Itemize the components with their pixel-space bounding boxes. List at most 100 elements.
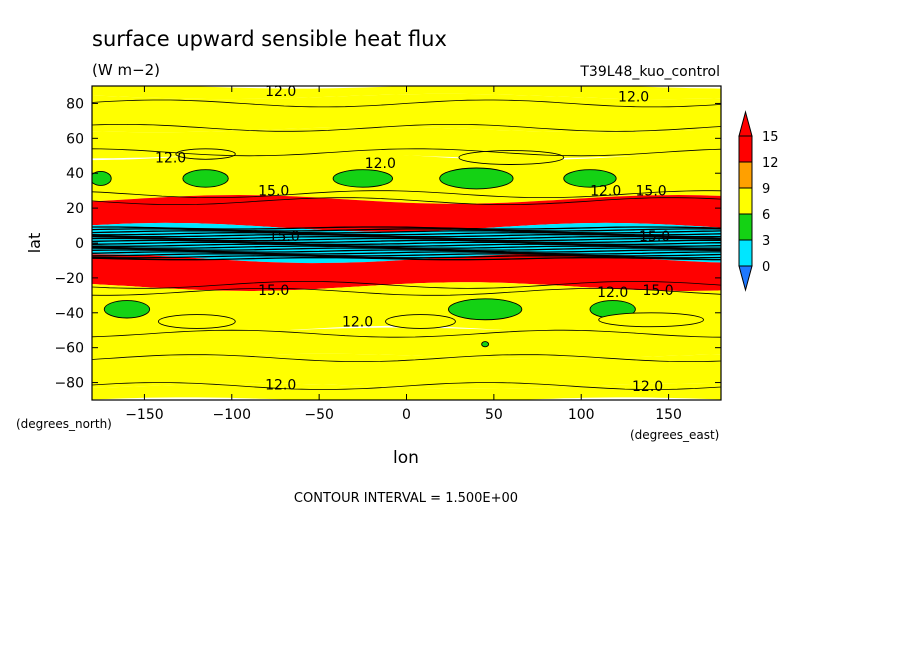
contour-cell bbox=[385, 314, 456, 329]
chart-units: (W m−2) bbox=[92, 61, 160, 79]
equator-contour-line bbox=[92, 245, 721, 249]
zonal-band-2 bbox=[92, 127, 721, 159]
y-tick-label: 0 bbox=[75, 236, 84, 252]
experiment-label: T39L48_kuo_control bbox=[579, 64, 720, 80]
contour-cell bbox=[175, 148, 236, 160]
y-tick-label: 80 bbox=[66, 96, 84, 112]
contour-line bbox=[92, 281, 721, 289]
equator-contour-line bbox=[92, 228, 721, 232]
y-tick-label: −40 bbox=[54, 306, 84, 322]
colorbar-label: 9 bbox=[762, 182, 770, 197]
contour-label: 12.0 bbox=[342, 315, 373, 331]
x-units-label: (degrees_east) bbox=[630, 428, 719, 442]
contour-label: 12.0 bbox=[265, 84, 296, 100]
colorbar-segment bbox=[738, 187, 753, 215]
contour-cell bbox=[481, 341, 490, 348]
equator-contour-line bbox=[92, 237, 721, 242]
y-tick-label: 20 bbox=[66, 201, 84, 217]
x-axis: −150 −100 −50 0 50 100 150 bbox=[125, 86, 682, 423]
colorbar-label: 6 bbox=[762, 208, 770, 223]
contour-cell bbox=[439, 167, 514, 190]
contour-label: 12.0 bbox=[632, 379, 663, 395]
contour-line bbox=[92, 382, 721, 390]
contour-cell bbox=[598, 312, 704, 328]
equator-contour-line bbox=[92, 241, 721, 246]
x-tick-label: −100 bbox=[213, 407, 251, 423]
x-tick-label: 50 bbox=[485, 407, 503, 423]
equator-contour-line bbox=[92, 243, 721, 247]
zonal-band-0 bbox=[92, 86, 721, 100]
contour-cell bbox=[458, 150, 565, 165]
contour-line bbox=[92, 124, 721, 132]
x-tick-label: 150 bbox=[655, 407, 682, 423]
zonal-band-10 bbox=[92, 383, 721, 400]
x-tick-label: 100 bbox=[568, 407, 595, 423]
contour-label: 12.0 bbox=[365, 156, 396, 172]
contour-label: 12.0 bbox=[597, 285, 628, 301]
contour-label: 12.0 bbox=[155, 151, 186, 167]
y-axis-label: lat bbox=[25, 233, 44, 254]
y-tick-label: 60 bbox=[66, 131, 84, 147]
contour-line bbox=[92, 197, 721, 205]
colorbar-segment bbox=[738, 135, 753, 163]
contour-label: 15.0 bbox=[269, 229, 300, 245]
chart-title: surface upward sensible heat flux bbox=[92, 27, 447, 51]
contour-label: 15.0 bbox=[258, 184, 289, 200]
colorbar-label: 15 bbox=[762, 130, 779, 145]
contour-cell bbox=[332, 169, 393, 188]
contour-line bbox=[92, 329, 721, 338]
y-tick-label: −60 bbox=[54, 341, 84, 357]
x-tick-label: −150 bbox=[125, 407, 163, 423]
contour-line bbox=[92, 99, 721, 108]
colorbar-segment bbox=[738, 239, 753, 267]
contour-cell bbox=[182, 169, 229, 188]
x-axis-label: lon bbox=[393, 448, 419, 468]
y-tick-label: −80 bbox=[54, 376, 84, 392]
contour-line bbox=[92, 148, 721, 157]
contour-label: 12.0 bbox=[590, 184, 621, 200]
colorbar-segment bbox=[738, 213, 753, 241]
contour-label: 15.0 bbox=[639, 229, 670, 245]
contour-line bbox=[92, 288, 721, 296]
contour-label-layer: 12.0 12.0 12.0 12.0 12.0 15.0 15.0 15.0 15.0 15.0… bbox=[155, 84, 674, 395]
contour-label: 15.0 bbox=[258, 283, 289, 299]
zonal-band-8 bbox=[92, 327, 721, 359]
equator-contour-line bbox=[92, 239, 721, 244]
zonal-band-4 bbox=[92, 195, 721, 232]
contour-line bbox=[92, 354, 721, 362]
contour-cell bbox=[447, 298, 523, 321]
equator-contour-line bbox=[92, 255, 721, 259]
y-tick-label: 40 bbox=[66, 166, 84, 182]
contour-cell bbox=[92, 171, 112, 186]
equator-contour-line bbox=[92, 226, 721, 230]
contour-label: 15.0 bbox=[643, 283, 674, 299]
colorbar-label: 0 bbox=[762, 260, 770, 275]
colorbar: 15 12 9 6 3 0 bbox=[738, 110, 779, 292]
contour-cell-layer bbox=[92, 148, 704, 348]
contour-line-layer bbox=[92, 99, 721, 390]
zonal-band-1 bbox=[92, 93, 721, 133]
zonal-band-7 bbox=[92, 282, 721, 335]
equator-contour-line bbox=[92, 233, 721, 238]
equator-contour-line bbox=[92, 235, 721, 240]
colorbar-label: 3 bbox=[762, 234, 770, 249]
equator-contour-line bbox=[92, 232, 721, 236]
equator-contour-line bbox=[92, 247, 721, 251]
contour-cell bbox=[157, 314, 236, 329]
equator-contour-line bbox=[92, 257, 721, 261]
contour-label: 12.0 bbox=[618, 89, 649, 105]
y-units-label: (degrees_north) bbox=[16, 417, 112, 431]
equator-contour-line bbox=[92, 249, 721, 253]
colorbar-top-arrow bbox=[738, 110, 753, 137]
colorbar-segment bbox=[738, 161, 753, 189]
equator-contour-line bbox=[92, 253, 721, 257]
contour-cell bbox=[563, 169, 617, 188]
colorbar-bottom-arrow bbox=[738, 265, 753, 292]
zonal-band-3 bbox=[92, 151, 721, 204]
contour-fill-layer bbox=[92, 86, 721, 400]
equator-contour-line bbox=[92, 230, 721, 234]
x-tick-label: 0 bbox=[402, 407, 411, 423]
colorbar-label: 12 bbox=[762, 156, 779, 171]
contour-interval-text: CONTOUR INTERVAL = 1.500E+00 bbox=[294, 491, 518, 506]
